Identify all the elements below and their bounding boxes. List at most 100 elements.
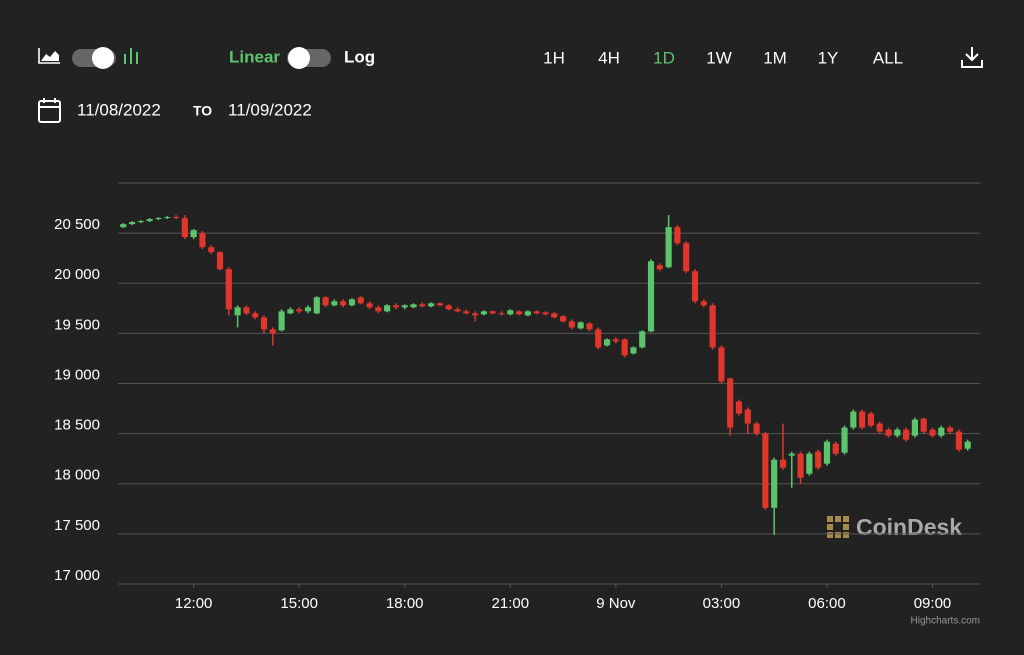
candle-body	[665, 227, 672, 268]
candle-body	[929, 429, 936, 436]
y-tick-label: 18 000	[54, 467, 100, 484]
x-tick-label: 12:00	[175, 595, 213, 612]
from-date[interactable]: 11/08/2022	[77, 100, 161, 119]
candle-body	[313, 297, 320, 314]
x-tick-label: 09:00	[914, 595, 952, 612]
range-button[interactable]: 4H	[598, 48, 620, 67]
y-tick-label: 17 500	[54, 517, 100, 534]
candle-body	[155, 218, 162, 220]
candle-body	[885, 429, 892, 436]
candle-body	[753, 423, 760, 434]
candle-body	[577, 322, 584, 329]
to-date[interactable]: 11/09/2022	[228, 100, 312, 119]
candle-body	[463, 311, 470, 314]
candle-body	[806, 453, 813, 474]
scale-toggle[interactable]	[287, 47, 331, 69]
y-tick-label: 20 000	[54, 266, 100, 283]
candle-body	[480, 311, 487, 315]
candle-body	[762, 433, 769, 508]
candle-body	[823, 441, 831, 464]
candle-body	[955, 431, 962, 450]
y-tick-label: 19 000	[54, 366, 100, 383]
candle-body	[516, 311, 523, 315]
watermark: CoinDesk	[856, 514, 962, 540]
candle-body	[533, 311, 540, 314]
candle-body	[454, 309, 461, 312]
area-icon[interactable]	[38, 48, 60, 64]
candle-body	[815, 451, 822, 468]
candle-body	[304, 307, 312, 312]
candle-body	[199, 233, 206, 248]
range-button[interactable]: 1D	[653, 48, 675, 67]
download-icon[interactable]	[961, 47, 983, 68]
candle-body	[894, 429, 901, 436]
y-tick-label: 18 500	[54, 417, 100, 434]
x-tick-label: 06:00	[808, 595, 846, 612]
candle-body	[709, 305, 716, 348]
candle-body	[876, 423, 883, 432]
candle-body	[797, 453, 804, 478]
candle-icon[interactable]	[124, 48, 138, 64]
candle-body	[472, 313, 479, 316]
candle-body	[190, 230, 197, 238]
candle-body	[348, 299, 356, 306]
watermark-icon	[827, 516, 849, 538]
range-button[interactable]: 1M	[763, 48, 787, 67]
candle-body	[340, 301, 347, 306]
candle-body	[278, 311, 285, 331]
x-tick-label: 21:00	[492, 595, 530, 612]
candle-body	[243, 307, 250, 314]
candle-body	[269, 329, 276, 334]
to-label: TO	[193, 103, 212, 119]
candle-body	[498, 313, 505, 315]
candle-body	[436, 303, 444, 306]
x-tick-label: 9 Nov	[596, 595, 636, 612]
candle-body	[727, 378, 734, 428]
candle-body	[181, 218, 188, 238]
candle-body	[859, 411, 866, 428]
chart-type-toggle[interactable]	[72, 47, 116, 69]
calendar-icon[interactable]	[38, 98, 61, 123]
candle-body	[172, 217, 180, 219]
candle-body	[656, 265, 663, 270]
candle-body	[260, 317, 268, 330]
x-tick-label: 15:00	[280, 595, 318, 612]
candle-body	[322, 297, 329, 306]
candle-body	[164, 217, 171, 219]
candle-body	[419, 304, 426, 307]
credit[interactable]: Highcharts.com	[911, 616, 980, 627]
candle-body	[384, 305, 391, 312]
candle-body	[366, 303, 373, 308]
candle-body	[700, 301, 707, 306]
candle-body	[208, 247, 215, 253]
candle-body	[128, 222, 136, 225]
y-tick-label: 20 500	[54, 216, 100, 233]
candle-body	[903, 429, 910, 440]
scale-option[interactable]: Linear	[229, 47, 280, 66]
candle-body	[639, 331, 646, 348]
candle-body	[392, 305, 400, 308]
candle-body	[683, 243, 690, 272]
candle-body	[964, 441, 971, 449]
candle-body	[428, 303, 435, 307]
candle-body	[920, 418, 927, 432]
candle-body	[146, 219, 153, 222]
x-tick-label: 03:00	[703, 595, 741, 612]
candle-body	[771, 459, 778, 508]
range-button[interactable]: 1H	[543, 48, 565, 67]
candle-body	[788, 453, 795, 456]
scale-option[interactable]: Log	[344, 47, 375, 66]
candle-body	[559, 316, 567, 322]
range-button[interactable]: 1Y	[818, 48, 839, 67]
candle-body	[867, 413, 875, 426]
candle-body	[938, 427, 945, 436]
range-button[interactable]: 1W	[706, 48, 732, 67]
candle-body	[947, 427, 954, 432]
candle-body	[331, 301, 338, 306]
candle-body	[691, 271, 699, 302]
candle-body	[375, 307, 382, 312]
candle-body	[603, 339, 611, 346]
candle-body	[621, 339, 628, 356]
range-button[interactable]: ALL	[873, 48, 903, 67]
